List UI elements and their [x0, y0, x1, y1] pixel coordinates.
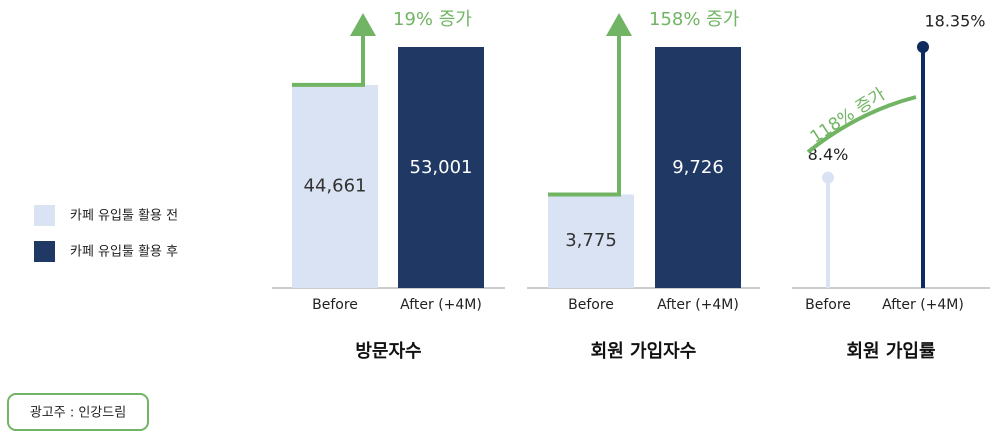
- annotation: 19% 증가: [393, 9, 472, 30]
- legend-swatch: [34, 205, 55, 226]
- chart-title: 방문자수: [355, 341, 421, 362]
- x-tick-label: After (+4M): [400, 297, 482, 313]
- bar: [292, 84, 378, 288]
- legend-label: 카페 유입툴 활용 후: [70, 245, 178, 260]
- increase-arrow-head: [350, 13, 376, 36]
- value-label: 18.35%: [924, 12, 985, 31]
- increase-arc: [806, 95, 917, 154]
- chart-title: 회원 가입자수: [591, 340, 697, 362]
- value-label: 3,775: [565, 230, 617, 251]
- lollipop-dot: [917, 41, 929, 53]
- legend-swatch: [34, 241, 55, 262]
- x-tick-label: Before: [312, 297, 358, 313]
- increase-arrow-head: [606, 13, 632, 36]
- value-label: 9,726: [672, 157, 724, 178]
- x-tick-label: After (+4M): [882, 297, 964, 313]
- x-tick-label: Before: [568, 297, 614, 313]
- annotation: 118% 증가: [807, 84, 890, 147]
- bar: [398, 47, 484, 288]
- advertiser: 광고주 : 인강드림: [30, 406, 126, 421]
- lollipop-dot: [822, 171, 834, 184]
- bar: [548, 194, 634, 288]
- increase-arrow-line: [292, 34, 365, 87]
- increase-arrow-line: [548, 34, 621, 197]
- value-label: 44,661: [304, 175, 367, 196]
- x-tick-label: Before: [805, 297, 851, 313]
- value-label: 53,001: [410, 157, 473, 178]
- advertiser-box: [7, 393, 149, 431]
- value-label: 8.4%: [808, 145, 849, 164]
- legend-label: 카페 유입툴 활용 전: [70, 209, 178, 224]
- annotation: 158% 증가: [649, 9, 739, 30]
- x-tick-label: After (+4M): [657, 297, 739, 313]
- chart-title: 회원 가입률: [846, 340, 935, 362]
- bar: [655, 47, 741, 288]
